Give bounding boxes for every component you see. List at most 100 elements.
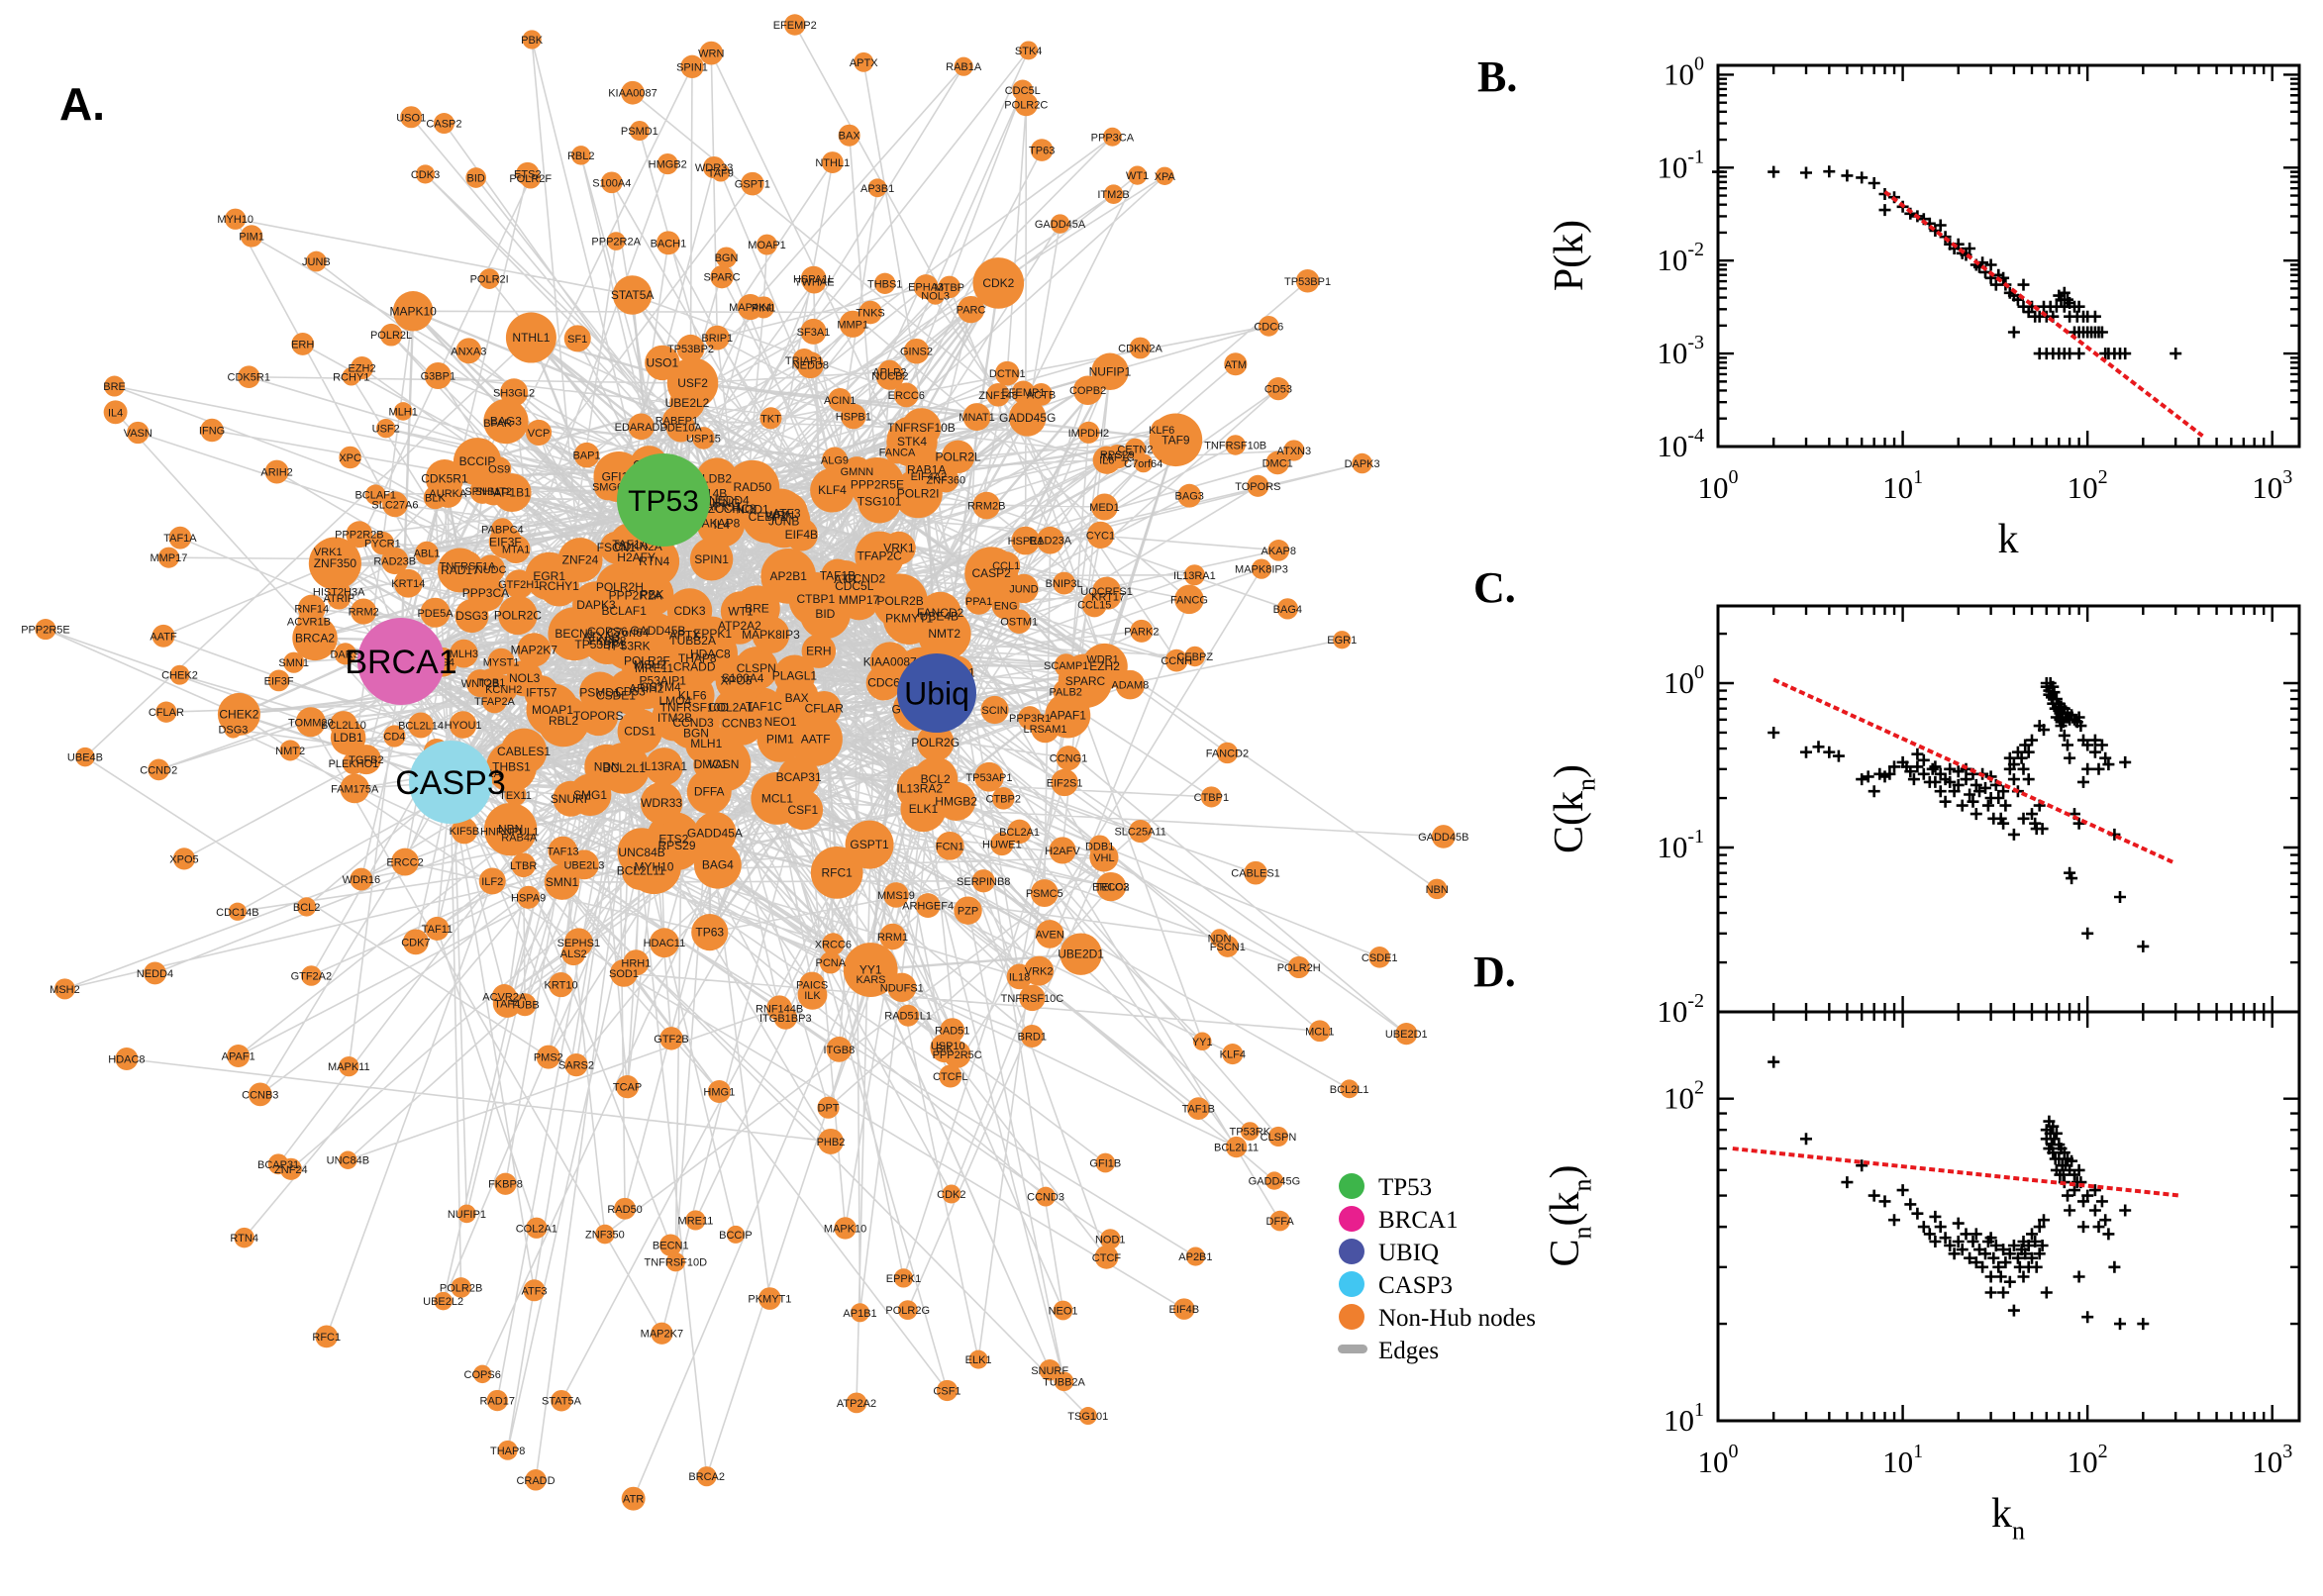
network-node[interactable] xyxy=(301,965,322,986)
network-node[interactable] xyxy=(617,828,666,877)
network-node[interactable] xyxy=(879,923,906,950)
network-node[interactable] xyxy=(517,633,552,667)
network-node[interactable] xyxy=(568,773,612,817)
network-node[interactable] xyxy=(451,1277,471,1298)
network-node[interactable] xyxy=(1264,1171,1284,1190)
network-node[interactable] xyxy=(1251,558,1272,579)
network-node[interactable] xyxy=(478,476,508,506)
network-node[interactable] xyxy=(525,1469,547,1491)
network-node[interactable] xyxy=(504,783,527,806)
network-node[interactable] xyxy=(1224,352,1248,376)
network-node[interactable] xyxy=(478,268,500,289)
network-node[interactable] xyxy=(1012,79,1034,101)
network-node[interactable] xyxy=(917,607,971,661)
network-node[interactable] xyxy=(1426,878,1448,900)
network-node[interactable] xyxy=(497,1440,518,1460)
network-node[interactable] xyxy=(339,1055,359,1077)
network-node[interactable] xyxy=(455,338,482,364)
network-node[interactable] xyxy=(954,56,973,76)
network-node[interactable] xyxy=(334,643,356,665)
network-node[interactable] xyxy=(466,574,505,612)
network-node[interactable] xyxy=(665,1252,686,1272)
network-node[interactable] xyxy=(645,748,683,786)
network-node[interactable] xyxy=(465,167,487,188)
network-node[interactable] xyxy=(926,285,946,305)
network-node[interactable] xyxy=(980,695,1009,725)
network-node[interactable] xyxy=(916,463,942,489)
network-node[interactable] xyxy=(571,146,591,165)
network-node[interactable] xyxy=(858,966,884,993)
network-node[interactable] xyxy=(1099,1229,1121,1249)
network-node[interactable] xyxy=(450,639,478,668)
network-node[interactable] xyxy=(501,535,531,564)
network-node[interactable] xyxy=(619,541,654,575)
network-node[interactable] xyxy=(1011,380,1036,404)
network-node[interactable] xyxy=(715,247,738,268)
network-node[interactable] xyxy=(434,1291,453,1311)
network-node[interactable] xyxy=(148,758,170,781)
network-node[interactable] xyxy=(383,725,406,748)
network-node[interactable] xyxy=(172,848,196,870)
network-node[interactable] xyxy=(536,1045,560,1069)
network-node[interactable] xyxy=(393,568,423,598)
network-node[interactable] xyxy=(1266,377,1290,401)
network-node[interactable] xyxy=(400,106,423,129)
network-node[interactable] xyxy=(971,869,995,893)
network-node[interactable] xyxy=(855,531,904,581)
network-node[interactable] xyxy=(915,893,941,918)
network-node[interactable] xyxy=(340,773,370,804)
network-node[interactable] xyxy=(940,1018,965,1044)
network-node[interactable] xyxy=(839,310,866,338)
network-node[interactable] xyxy=(1192,1032,1212,1051)
network-node[interactable] xyxy=(693,841,742,889)
network-node[interactable] xyxy=(1240,1122,1260,1142)
network-node[interactable] xyxy=(1008,399,1047,437)
network-node[interactable] xyxy=(1007,819,1032,845)
network-node[interactable] xyxy=(224,720,243,739)
network-node[interactable] xyxy=(1089,646,1116,672)
network-node[interactable] xyxy=(104,375,126,397)
network-node[interactable] xyxy=(379,323,403,347)
network-node[interactable] xyxy=(342,367,361,386)
network-node[interactable] xyxy=(490,518,514,542)
network-node[interactable] xyxy=(726,1225,745,1244)
network-node[interactable] xyxy=(810,467,855,513)
network-node[interactable] xyxy=(1287,955,1310,979)
network-node[interactable] xyxy=(954,896,982,925)
network-node[interactable] xyxy=(1102,127,1122,147)
network-node[interactable] xyxy=(1030,382,1053,406)
network-node[interactable] xyxy=(1036,1186,1056,1207)
network-node[interactable] xyxy=(392,291,434,332)
network-node[interactable] xyxy=(1244,860,1267,885)
network-node[interactable] xyxy=(549,972,574,998)
network-node[interactable] xyxy=(127,421,150,445)
network-node[interactable] xyxy=(486,1389,508,1412)
network-node[interactable] xyxy=(376,419,396,439)
network-node[interactable] xyxy=(621,80,645,105)
network-node[interactable] xyxy=(1030,879,1059,908)
network-node[interactable] xyxy=(893,382,919,408)
network-node[interactable] xyxy=(393,402,413,421)
network-node[interactable] xyxy=(1054,1371,1074,1392)
network-node[interactable] xyxy=(623,949,650,976)
network-node[interactable] xyxy=(942,1184,961,1204)
network-node[interactable] xyxy=(656,231,680,255)
network-node[interactable] xyxy=(477,668,506,697)
network-node[interactable] xyxy=(329,711,357,739)
network-node[interactable] xyxy=(826,1036,853,1062)
network-node[interactable] xyxy=(1056,746,1081,771)
network-node[interactable] xyxy=(845,820,894,869)
network-node[interactable] xyxy=(659,1027,683,1050)
network-node[interactable] xyxy=(1006,963,1033,990)
network-node[interactable] xyxy=(916,724,955,761)
network-node[interactable] xyxy=(822,447,848,473)
network-node[interactable] xyxy=(1151,419,1172,441)
network-node[interactable] xyxy=(968,1349,988,1369)
network-node[interactable] xyxy=(757,234,777,255)
network-node[interactable] xyxy=(225,208,247,230)
network-node[interactable] xyxy=(524,675,559,711)
network-node[interactable] xyxy=(935,831,964,860)
network-node[interactable] xyxy=(507,825,532,849)
network-node[interactable] xyxy=(710,265,734,289)
network-node[interactable] xyxy=(994,360,1020,386)
